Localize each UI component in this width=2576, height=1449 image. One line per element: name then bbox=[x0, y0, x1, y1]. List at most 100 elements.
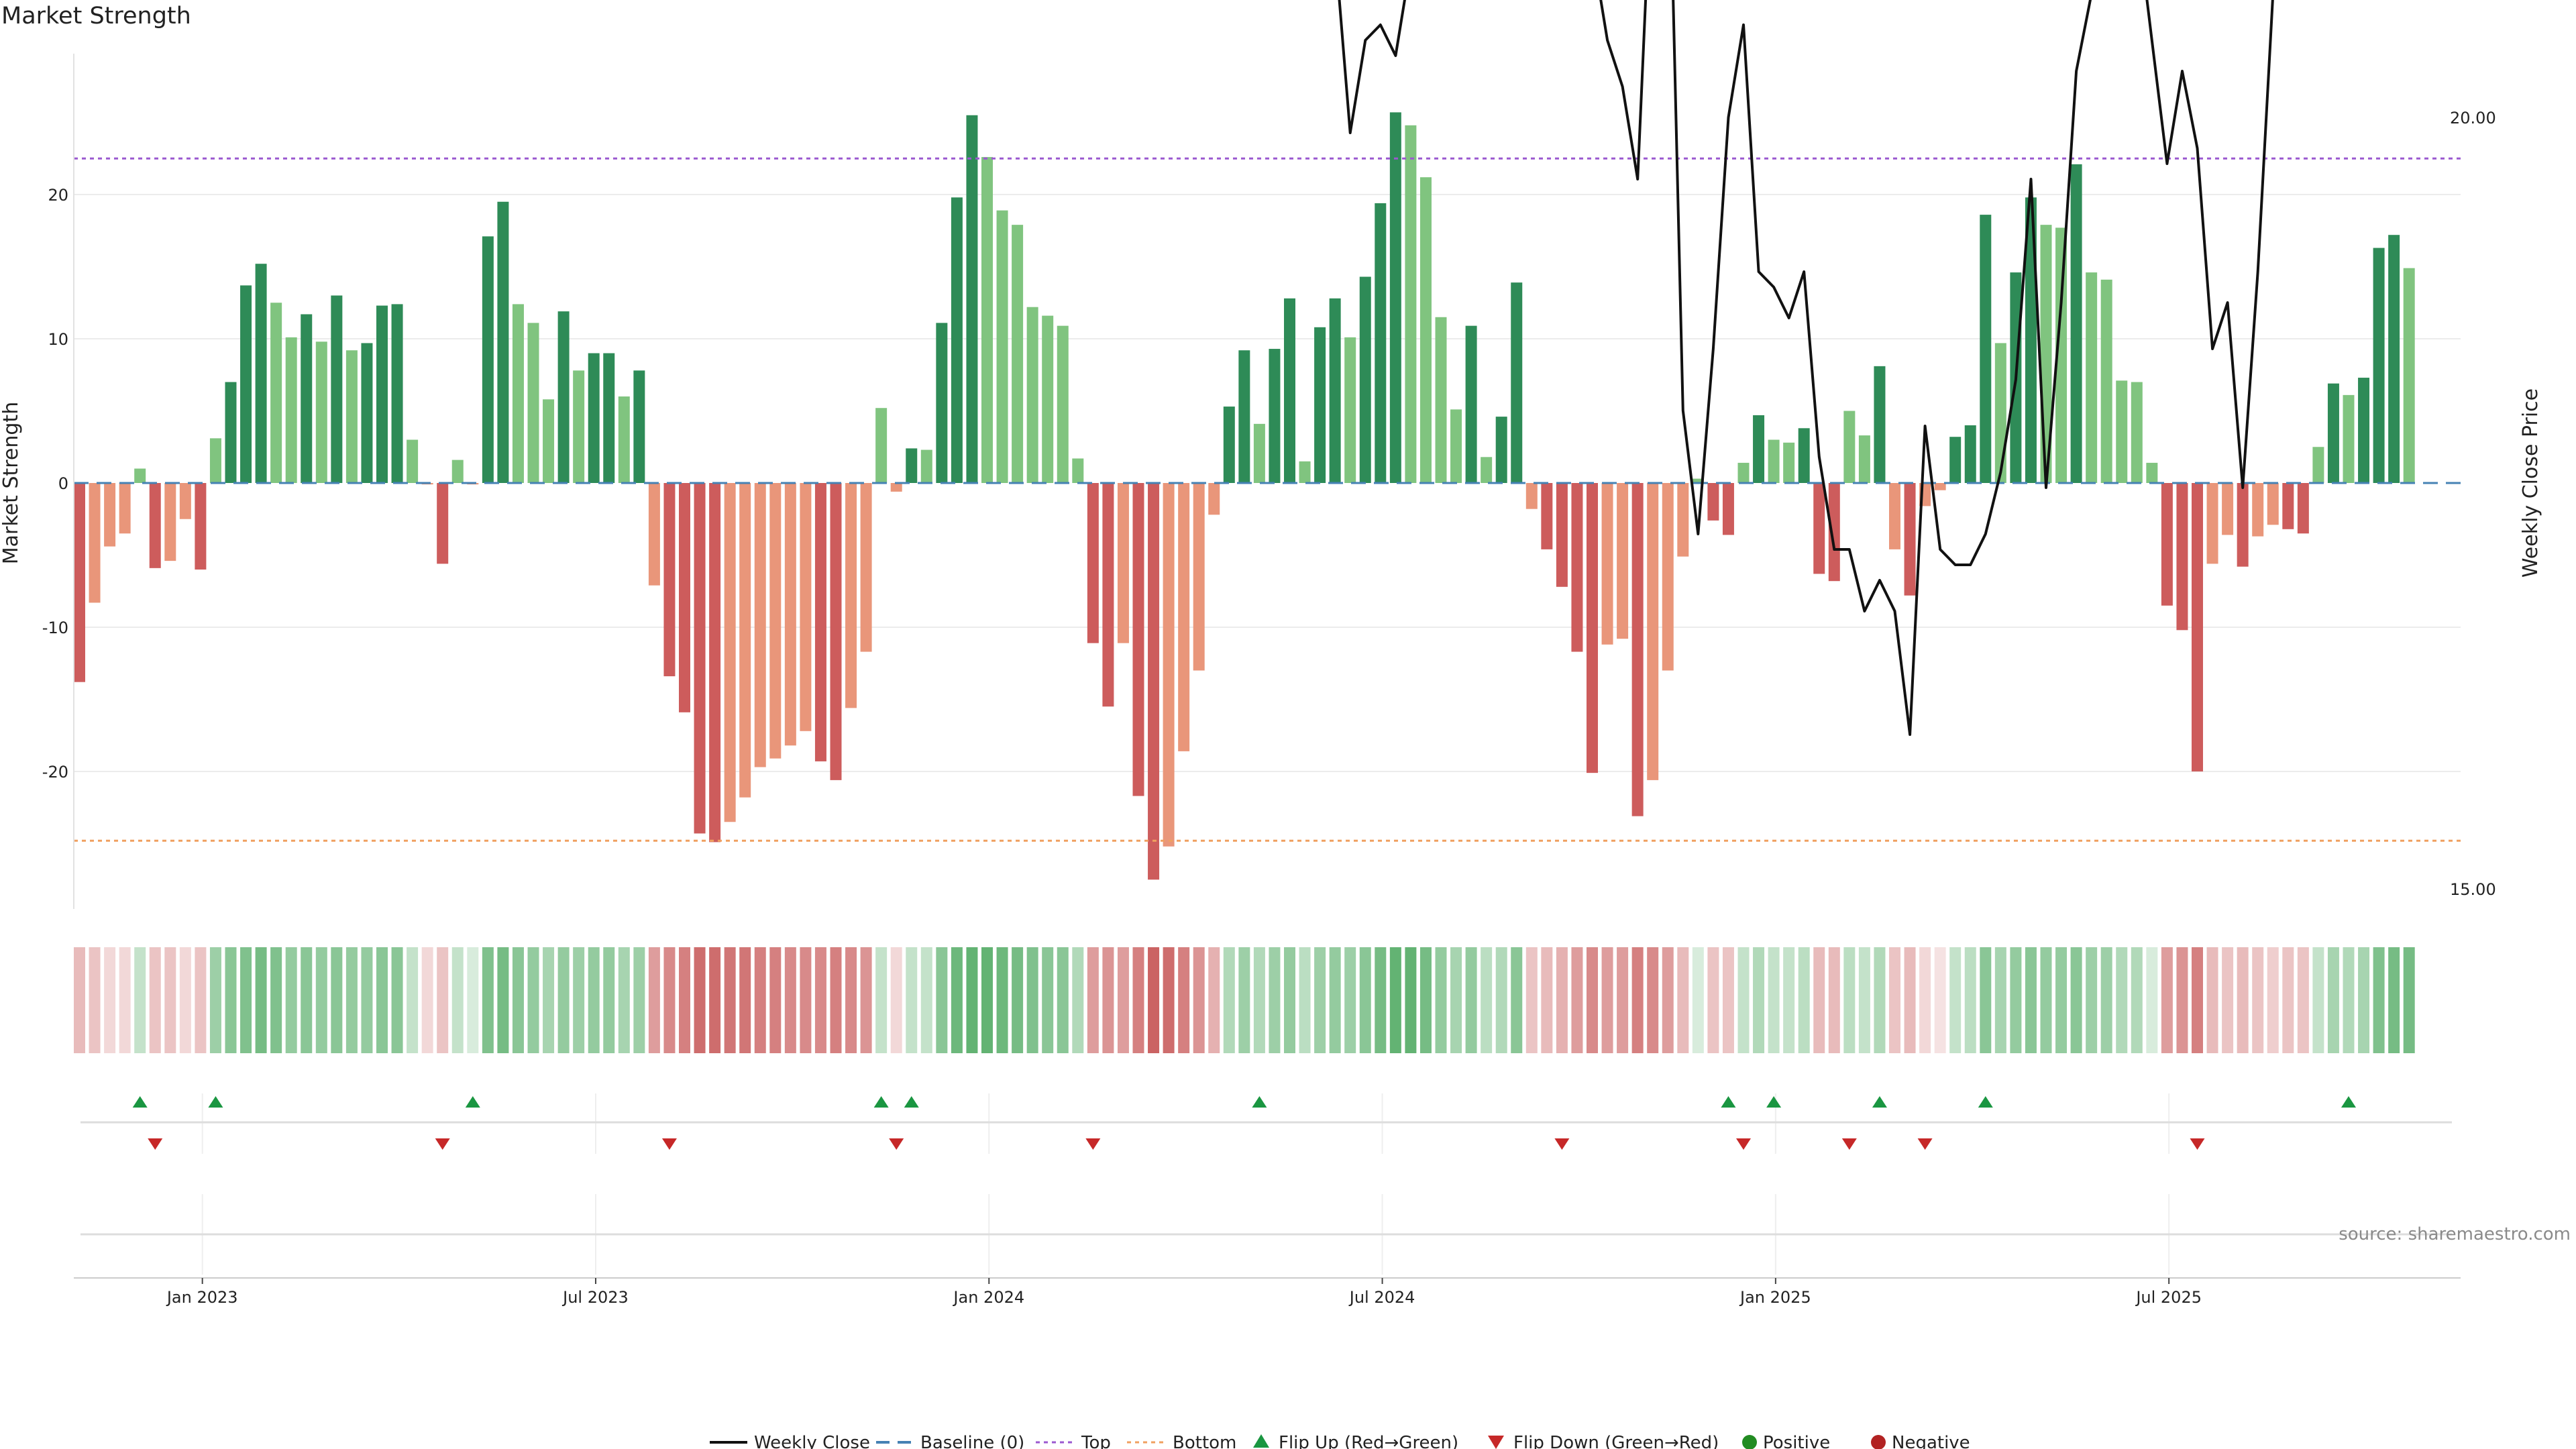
strip-cell bbox=[573, 947, 585, 1053]
strip-cell bbox=[1102, 947, 1114, 1053]
flip-down-marker bbox=[148, 1138, 163, 1150]
strip-cell bbox=[1012, 947, 1024, 1053]
flip-up-marker bbox=[904, 1096, 919, 1108]
strength-bar bbox=[1481, 457, 1493, 483]
legend-swatch-flip-up bbox=[1253, 1434, 1269, 1448]
strength-bar bbox=[860, 483, 872, 652]
strip-cell bbox=[1072, 947, 1084, 1053]
strip-cell bbox=[179, 947, 191, 1053]
strip-cell bbox=[1359, 947, 1371, 1053]
strength-bar bbox=[1707, 483, 1719, 521]
strength-bar bbox=[2176, 483, 2188, 631]
strength-bar bbox=[2070, 164, 2082, 483]
strip-cell bbox=[134, 947, 146, 1053]
flip-up-marker bbox=[1766, 1096, 1782, 1108]
strip-cell bbox=[391, 947, 403, 1053]
x-tick-label: Jan 2025 bbox=[1739, 1288, 1811, 1307]
strength-bar bbox=[1026, 307, 1038, 483]
strip-cell bbox=[1858, 947, 1870, 1053]
strength-bar bbox=[1813, 483, 1825, 574]
strip-cell bbox=[2025, 947, 2037, 1053]
strength-bar bbox=[1495, 417, 1507, 483]
strength-bar bbox=[1102, 483, 1114, 707]
strength-bar bbox=[2025, 197, 2037, 483]
strength-bar bbox=[1541, 483, 1553, 549]
strength-bar bbox=[1601, 483, 1613, 645]
strip-cell bbox=[1238, 947, 1250, 1053]
strength-bar bbox=[1405, 125, 1417, 484]
flip-down-marker bbox=[1554, 1138, 1570, 1150]
strip-cell bbox=[2252, 947, 2264, 1053]
strength-bar bbox=[633, 370, 645, 483]
weekly-close-series bbox=[1338, 0, 2274, 736]
strength-bar bbox=[1571, 483, 1583, 652]
strip-cell bbox=[739, 947, 751, 1053]
strength-bar bbox=[119, 483, 131, 534]
strip-cell bbox=[512, 947, 524, 1053]
strip-cell bbox=[2388, 947, 2400, 1053]
strip-cell bbox=[2222, 947, 2234, 1053]
flip-up-marker bbox=[873, 1096, 889, 1108]
flip-down-marker bbox=[435, 1138, 450, 1150]
strip-cell bbox=[1707, 947, 1719, 1053]
strength-bar bbox=[1072, 458, 1084, 483]
strip-cell bbox=[543, 947, 555, 1053]
legend-label: Flip Down (Green→Red) bbox=[1513, 1433, 1719, 1449]
strip-cell bbox=[527, 947, 539, 1053]
strip-cell bbox=[1722, 947, 1734, 1053]
strength-bar bbox=[134, 468, 146, 483]
strength-bar bbox=[1631, 483, 1644, 816]
strip-cell bbox=[1737, 947, 1750, 1053]
strip-cell bbox=[724, 947, 736, 1053]
strip-cell bbox=[2070, 947, 2082, 1053]
legend-label: Baseline (0) bbox=[920, 1433, 1024, 1449]
strip-cell bbox=[361, 947, 373, 1053]
strip-cell bbox=[1692, 947, 1704, 1053]
axes: 20100-10-2040.0035.0030.0025.0020.0015.0… bbox=[0, 54, 2542, 909]
strip-cell bbox=[603, 947, 615, 1053]
strip-cell bbox=[2267, 947, 2279, 1053]
strip-cell bbox=[1435, 947, 1447, 1053]
strip-cell bbox=[301, 947, 313, 1053]
flip-down-marker bbox=[1736, 1138, 1751, 1150]
strip-cell bbox=[648, 947, 660, 1053]
strength-bar bbox=[1874, 366, 1886, 483]
strength-bar bbox=[1465, 325, 1477, 483]
strip-cell bbox=[966, 947, 978, 1053]
strength-bar bbox=[1556, 483, 1568, 587]
strength-bar bbox=[512, 304, 524, 483]
strength-bar bbox=[89, 483, 101, 603]
strength-bar bbox=[2327, 383, 2339, 483]
left-tick-label: -10 bbox=[42, 619, 68, 637]
strength-bar bbox=[1768, 439, 1780, 483]
strength-bar bbox=[2388, 235, 2400, 483]
strength-bar bbox=[679, 483, 690, 712]
legend-label: Weekly Close bbox=[754, 1433, 870, 1449]
strip-cell bbox=[920, 947, 932, 1053]
x-axis-ticks: Jan 2023 Jul 2023 Jan 2024 Jul 2024 Jan 2025… bbox=[166, 1278, 2202, 1307]
strength-bar bbox=[2267, 483, 2279, 525]
strip-cell bbox=[769, 947, 782, 1053]
strip-cell bbox=[1874, 947, 1886, 1053]
strip-cell bbox=[2116, 947, 2128, 1053]
strength-bar bbox=[104, 483, 116, 547]
strength-bar bbox=[1511, 282, 1523, 483]
strip-cell bbox=[1843, 947, 1856, 1053]
strength-bar bbox=[981, 157, 993, 483]
strip-cell bbox=[2403, 947, 2415, 1053]
flip-up-marker bbox=[1978, 1096, 1993, 1108]
strength-bar bbox=[603, 353, 615, 483]
strength-bar bbox=[1617, 483, 1629, 639]
strength-bar bbox=[588, 353, 600, 483]
strip-cell bbox=[1919, 947, 1931, 1053]
strip-cell bbox=[1647, 947, 1659, 1053]
strip-cell bbox=[1617, 947, 1629, 1053]
strength-bar bbox=[936, 323, 948, 483]
strength-bar bbox=[1329, 298, 1341, 483]
strength-bar bbox=[1132, 483, 1144, 796]
strength-bar bbox=[800, 483, 812, 731]
x-tick-label: Jan 2023 bbox=[166, 1288, 238, 1307]
strip-cell bbox=[830, 947, 842, 1053]
legend-label: Flip Up (Red→Green) bbox=[1279, 1433, 1458, 1449]
